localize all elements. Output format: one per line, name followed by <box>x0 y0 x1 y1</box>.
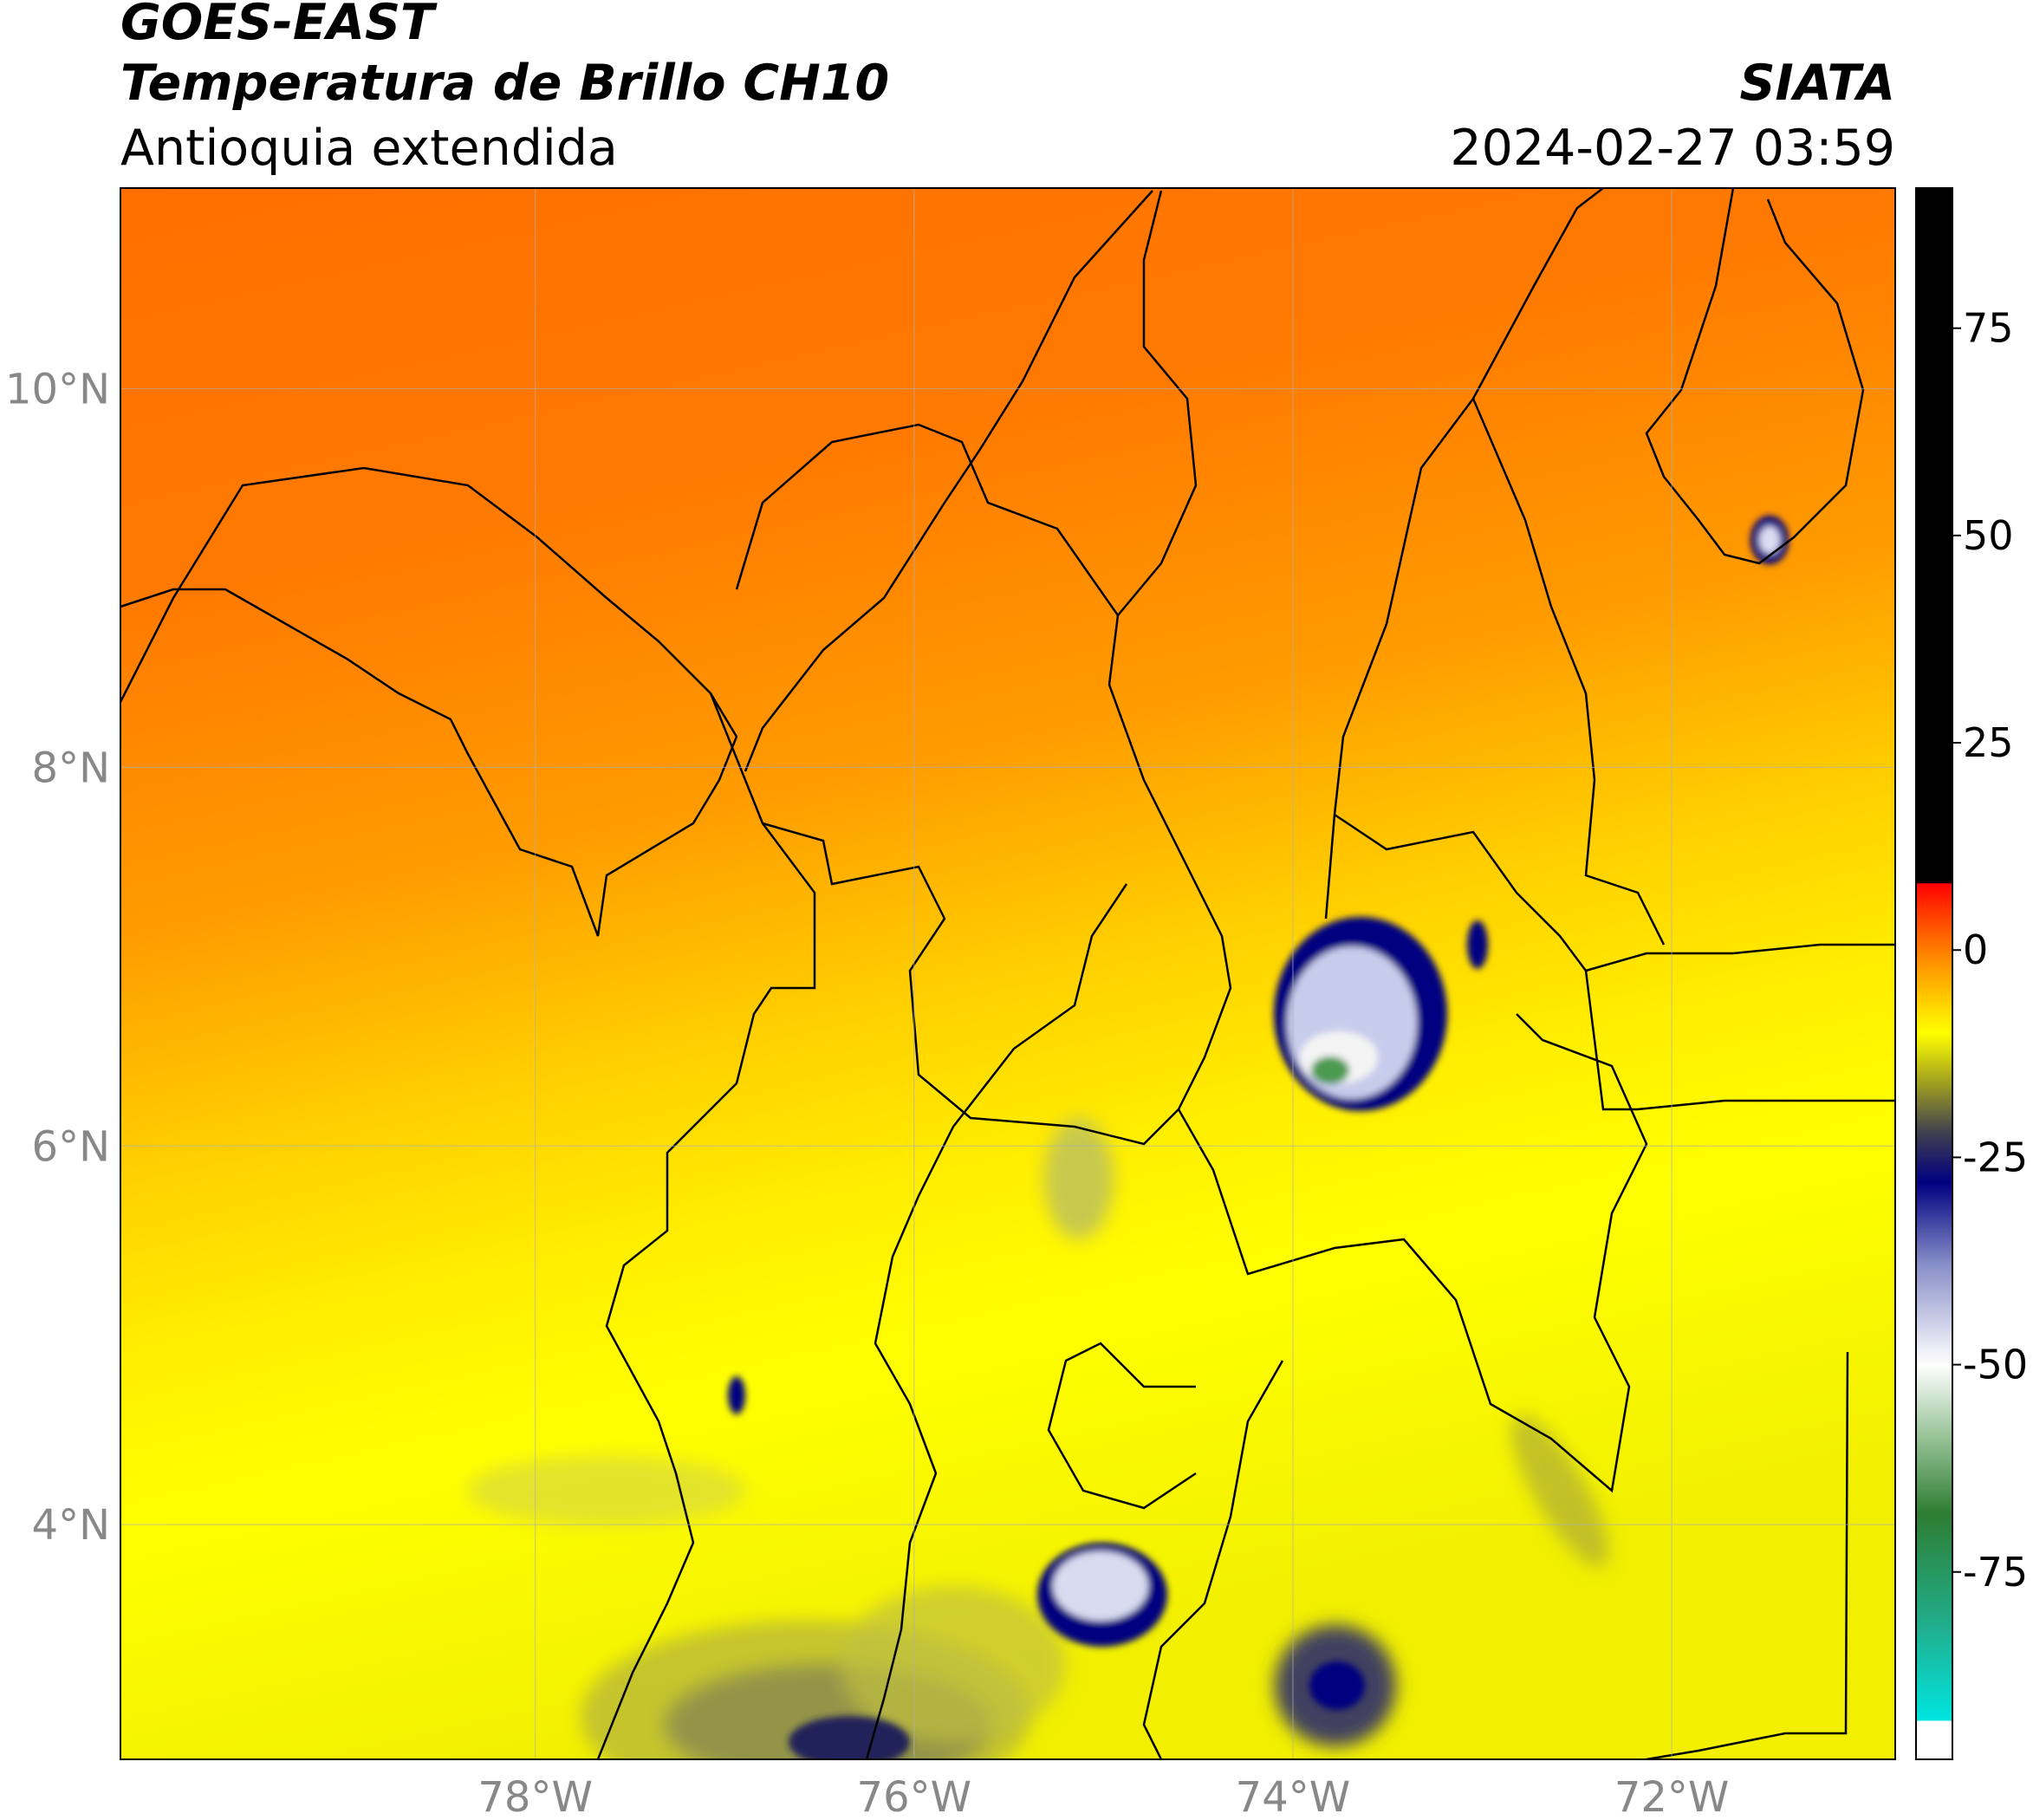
source: SIATA <box>1740 55 1896 112</box>
colorbar-tick-label: 0 <box>1963 926 1988 973</box>
datetime: 2024-02-27 03:59 <box>1450 120 1895 177</box>
y-tick-label: 6°N <box>32 1122 110 1171</box>
map-background <box>120 188 1895 1759</box>
colorbar-tick-label: 75 <box>1963 305 2014 352</box>
colorbar-tick-label: -50 <box>1963 1342 2028 1388</box>
colorbar-tick-label: 50 <box>1963 512 2014 559</box>
grid <box>120 188 1895 1759</box>
y-tick-label: 10°N <box>5 366 110 414</box>
borders <box>120 188 1895 1759</box>
map-area <box>120 188 1895 1759</box>
map-frame <box>120 187 1896 1760</box>
colorbar-tick-label: 25 <box>1963 719 2014 766</box>
title: GOES-EAST <box>120 0 438 51</box>
cold-clouds <box>728 516 1789 1759</box>
x-tick-label: 74°W <box>1236 1773 1351 1820</box>
subtitle: Temperatura de Brillo CH10 <box>120 55 889 112</box>
colorbar-tick-label: -75 <box>1963 1549 2028 1596</box>
colorbar-tick-label: -25 <box>1963 1134 2028 1180</box>
x-tick-label: 78°W <box>477 1773 593 1820</box>
region: Antioquia extendida <box>120 120 618 177</box>
cloud-shading <box>468 1118 1609 1759</box>
x-tick-label: 72°W <box>1614 1773 1730 1820</box>
y-tick-label: 4°N <box>32 1501 110 1550</box>
colorbar <box>1915 187 1953 1760</box>
x-tick-label: 76°W <box>857 1773 972 1820</box>
y-tick-label: 8°N <box>32 744 110 792</box>
